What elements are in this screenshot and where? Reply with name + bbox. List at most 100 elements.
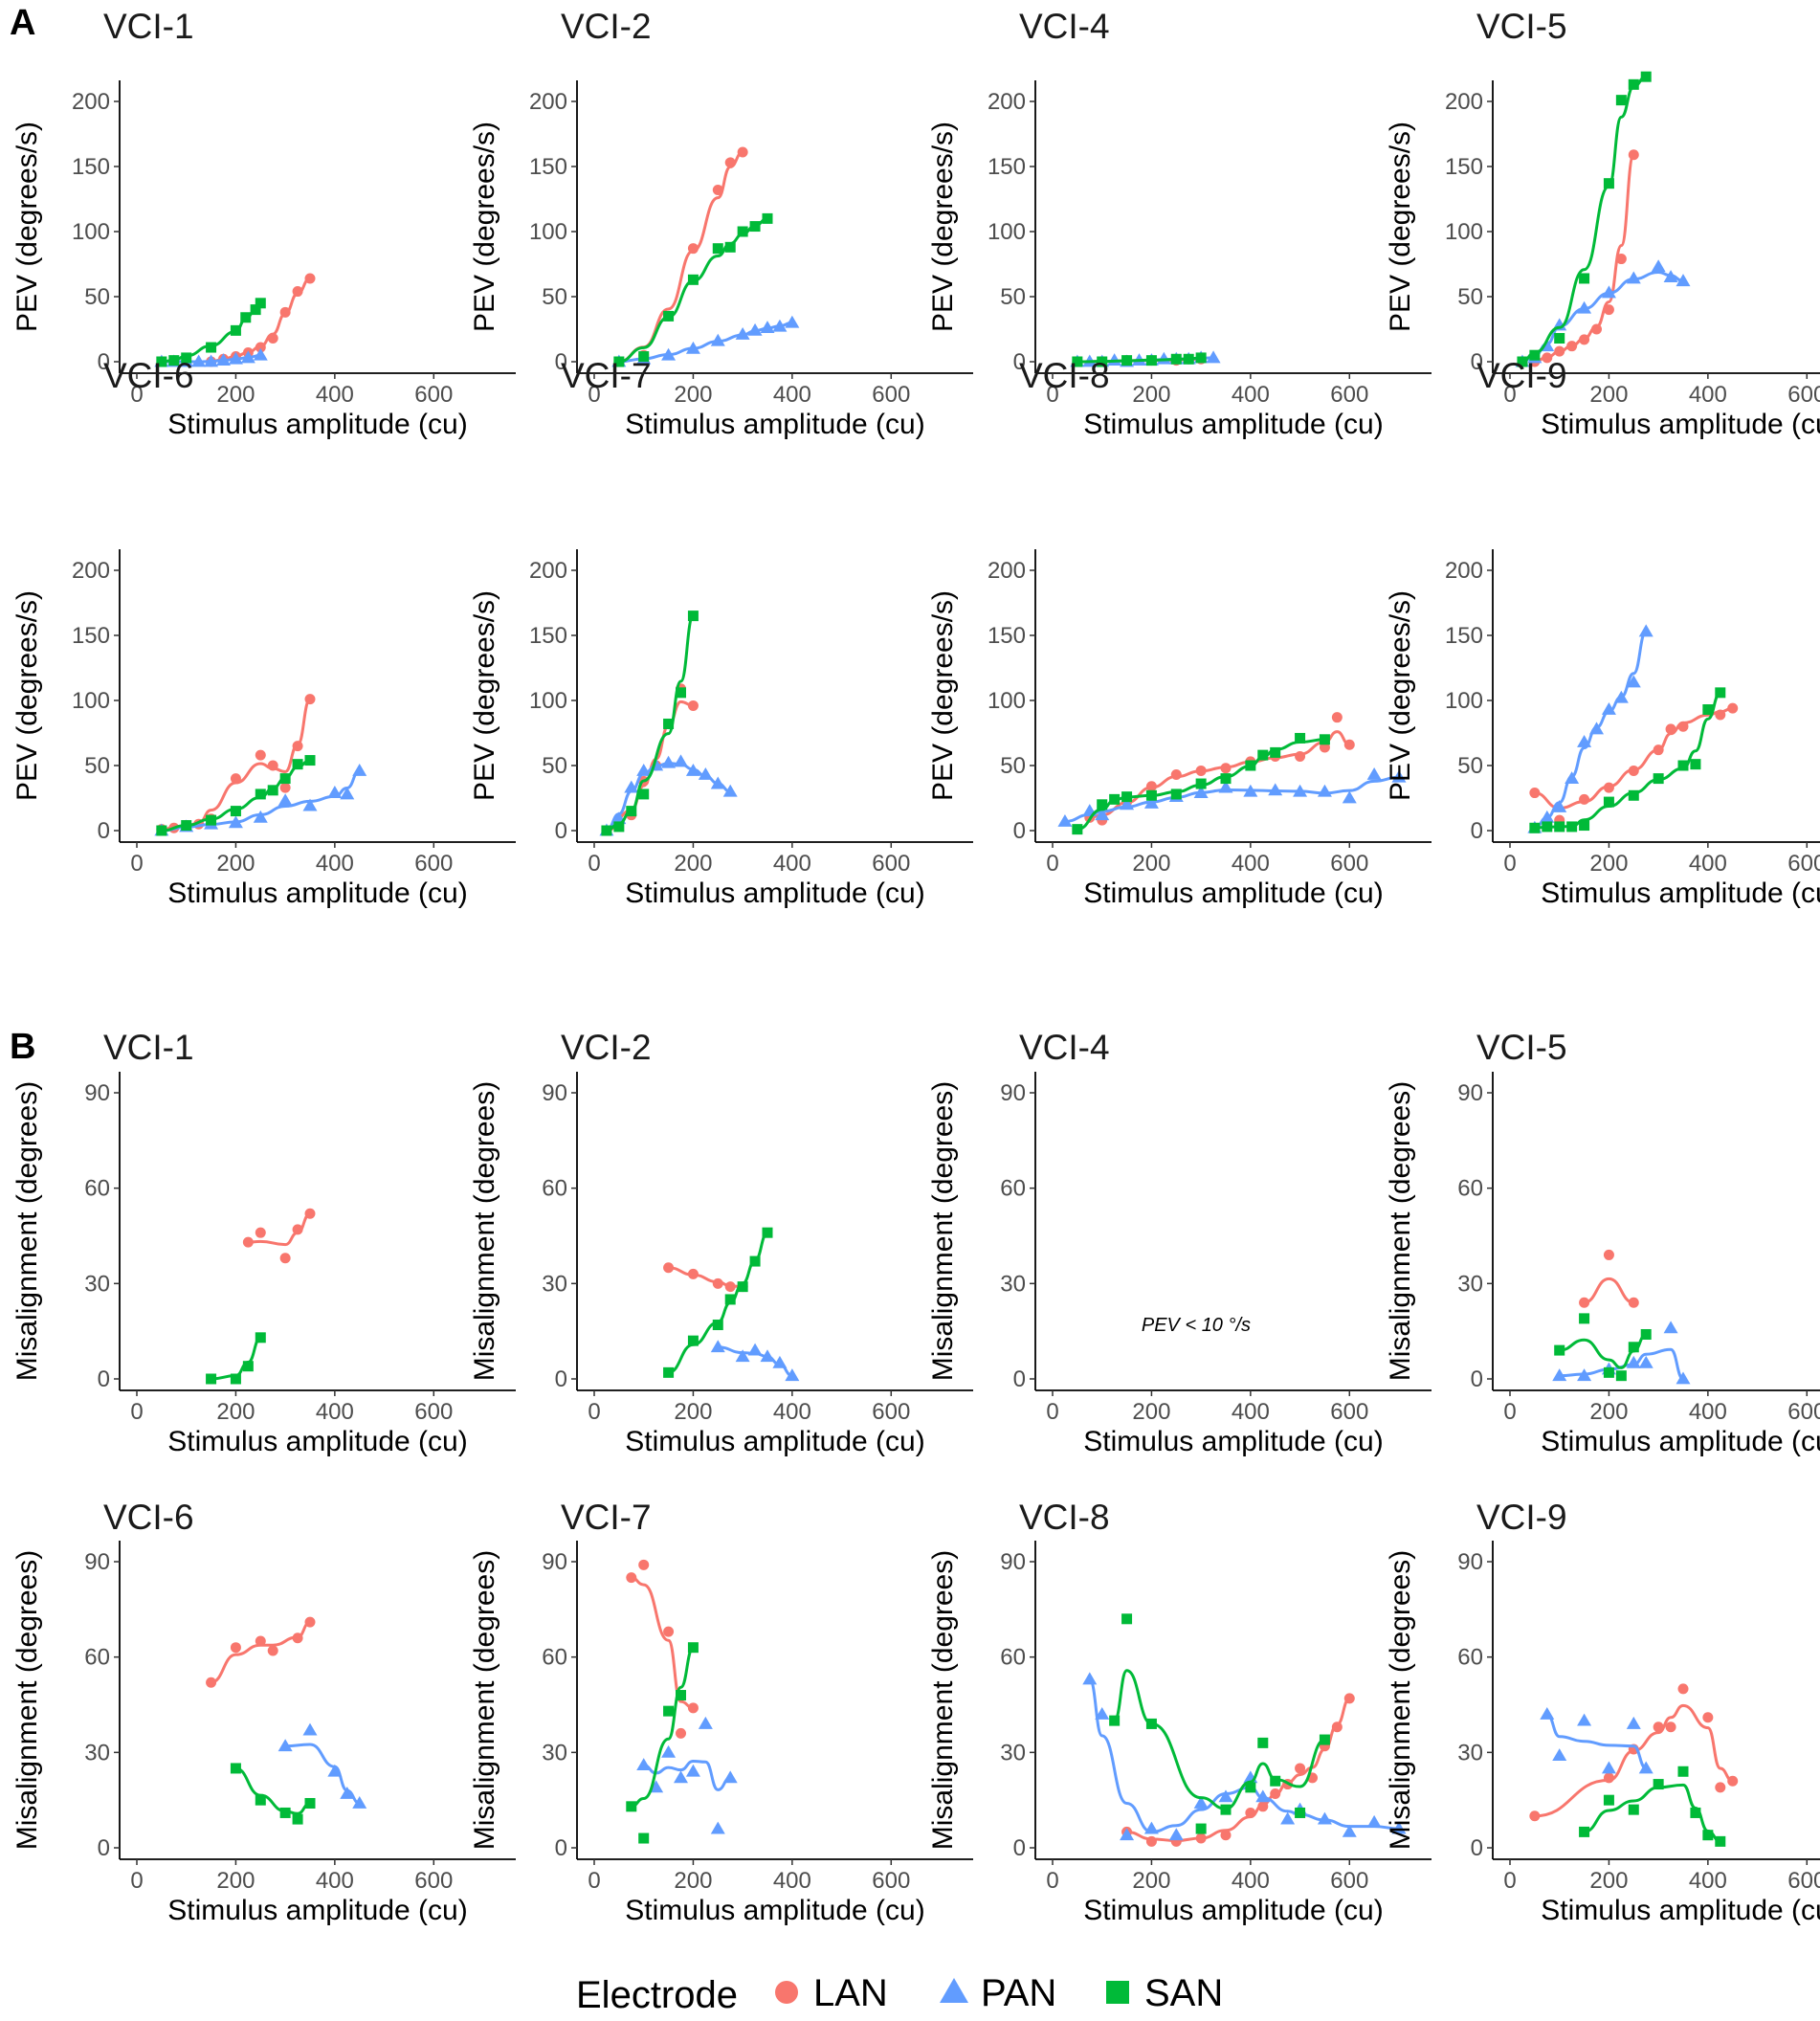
x-tick-label: 600	[872, 1868, 910, 1894]
data-point-san	[267, 785, 278, 796]
x-tick-label: 0	[1503, 1399, 1516, 1425]
data-point-lan	[1295, 750, 1306, 762]
data-point-pan	[240, 350, 255, 364]
y-tick-label: 100	[1445, 219, 1483, 245]
data-point-san	[1195, 778, 1207, 789]
data-point-pan	[1565, 771, 1580, 784]
data-point-pan	[685, 341, 700, 354]
data-point-lan	[626, 1572, 637, 1584]
chart-title: VCI-7	[561, 356, 652, 395]
data-point-lan	[1566, 341, 1578, 352]
x-tick-label: 400	[316, 1868, 354, 1894]
data-point-pan	[1552, 800, 1567, 812]
y-tick-label: 150	[72, 623, 110, 649]
y-axis-label: Misalignment (degrees)	[1385, 1081, 1416, 1381]
y-tick-label: 60	[1457, 1645, 1483, 1671]
series-line-san	[618, 216, 768, 364]
x-tick-label: 600	[1330, 851, 1368, 877]
y-tick-label: 60	[1457, 1176, 1483, 1202]
x-tick-label: 600	[1330, 382, 1368, 408]
data-point-pan	[1552, 1368, 1567, 1382]
data-point-pan	[1601, 285, 1616, 299]
x-tick-label: 400	[1689, 851, 1727, 877]
series-line-pan	[1534, 630, 1648, 830]
y-tick-label: 0	[98, 1835, 110, 1861]
data-point-lan	[206, 1677, 217, 1688]
x-tick-label: 200	[1589, 851, 1628, 877]
data-point-pan	[1577, 735, 1592, 747]
x-tick-label: 400	[1232, 1399, 1270, 1425]
data-point-lan	[1195, 765, 1207, 776]
x-tick-label: 0	[588, 382, 600, 408]
data-point-pan	[1589, 722, 1604, 735]
data-point-pan	[1293, 784, 1308, 797]
data-point-san	[663, 1366, 675, 1378]
data-point-lan	[1331, 1721, 1343, 1733]
data-point-pan	[710, 1821, 725, 1834]
x-tick-label: 0	[130, 1868, 143, 1894]
data-point-pan	[1268, 783, 1283, 796]
data-point-pan	[1663, 1321, 1678, 1334]
data-point-san	[1715, 687, 1726, 699]
data-point-san	[255, 298, 266, 309]
data-point-pan	[1143, 1821, 1159, 1834]
data-point-pan	[710, 1340, 725, 1353]
data-point-lan	[737, 146, 748, 158]
x-tick-label: 400	[1232, 1868, 1270, 1894]
x-axis-label: Stimulus amplitude (cu)	[625, 1426, 924, 1457]
x-tick-label: 200	[216, 1868, 255, 1894]
legend-label: SAN	[1144, 1972, 1223, 2014]
x-axis-label: Stimulus amplitude (cu)	[167, 877, 467, 909]
y-tick-label: 90	[84, 1549, 110, 1575]
x-tick-label: 0	[1046, 851, 1058, 877]
data-point-lan	[1591, 323, 1602, 335]
y-tick-label: 50	[1457, 284, 1483, 310]
x-tick-label: 0	[130, 382, 143, 408]
x-tick-label: 600	[872, 851, 910, 877]
data-point-lan	[304, 1616, 316, 1628]
data-point-pan	[1577, 300, 1592, 314]
y-tick-label: 100	[988, 688, 1026, 714]
data-point-pan	[785, 315, 800, 328]
y-tick-label: 0	[1471, 349, 1483, 375]
y-axis-label: Misalignment (degrees)	[927, 1550, 959, 1850]
y-tick-label: 0	[555, 1366, 567, 1392]
x-axis-label: Stimulus amplitude (cu)	[1541, 1426, 1820, 1457]
x-tick-label: 0	[1503, 851, 1516, 877]
data-point-san	[1554, 333, 1565, 344]
y-tick-label: 200	[529, 89, 567, 115]
data-point-san	[1220, 773, 1232, 785]
data-point-san	[1072, 824, 1083, 835]
data-point-lan	[255, 749, 266, 761]
data-point-san	[304, 1797, 316, 1809]
data-point-lan	[676, 1727, 686, 1739]
data-point-lan	[1343, 739, 1355, 750]
x-tick-label: 600	[414, 1868, 453, 1894]
y-tick-label: 90	[1457, 1080, 1483, 1106]
data-point-san	[1170, 788, 1182, 800]
x-axis-label: Stimulus amplitude (cu)	[167, 409, 467, 440]
data-point-san	[687, 274, 699, 285]
data-point-san	[1072, 356, 1083, 367]
data-point-san	[230, 1763, 241, 1774]
y-axis-label: Misalignment (degrees)	[11, 1081, 43, 1381]
data-point-lan	[1343, 1693, 1355, 1704]
data-point-pan	[772, 1355, 788, 1368]
x-tick-label: 200	[1132, 382, 1170, 408]
x-tick-label: 0	[588, 1399, 600, 1425]
data-point-pan	[253, 810, 268, 823]
data-point-san	[304, 755, 316, 766]
legend-item-pan: PAN	[940, 1972, 1056, 2014]
data-point-pan	[1082, 1672, 1098, 1685]
series-line-lan	[211, 1620, 311, 1684]
chart-title: VCI-2	[561, 7, 652, 46]
y-tick-label: 100	[529, 219, 567, 245]
y-tick-label: 30	[1457, 1740, 1483, 1766]
data-point-lan	[1195, 1832, 1207, 1844]
x-tick-label: 200	[1589, 1868, 1628, 1894]
y-tick-label: 30	[1000, 1740, 1026, 1766]
x-tick-label: 0	[130, 851, 143, 877]
